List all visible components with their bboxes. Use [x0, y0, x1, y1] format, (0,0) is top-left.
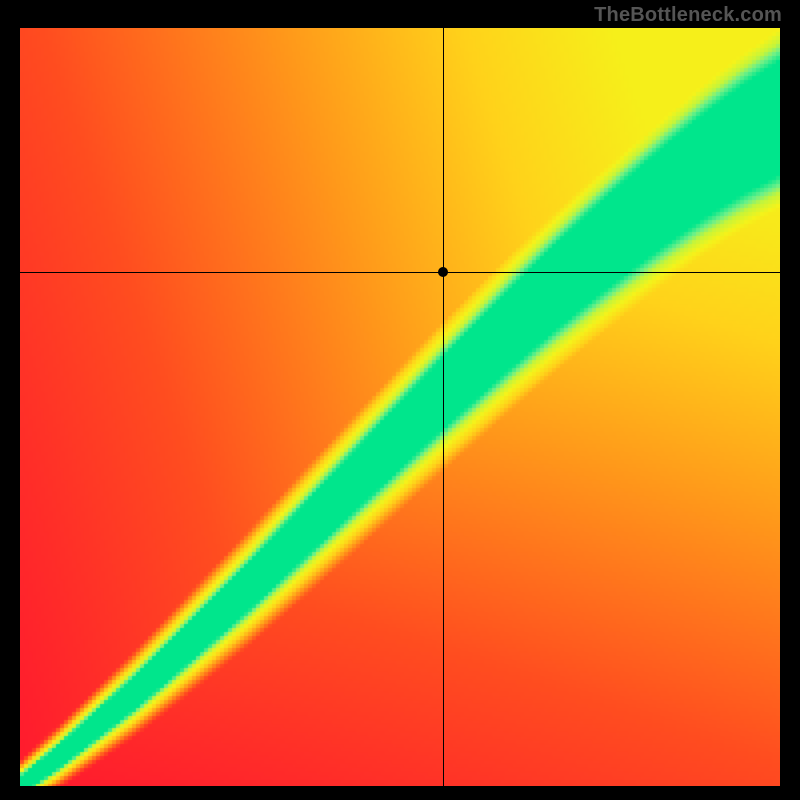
chart-container: TheBottleneck.com [0, 0, 800, 800]
watermark-text: TheBottleneck.com [594, 4, 782, 27]
crosshair-vertical [443, 28, 444, 786]
heatmap-canvas [20, 28, 780, 786]
plot-area [20, 28, 780, 786]
crosshair-horizontal [20, 272, 780, 273]
crosshair-marker [438, 267, 448, 277]
